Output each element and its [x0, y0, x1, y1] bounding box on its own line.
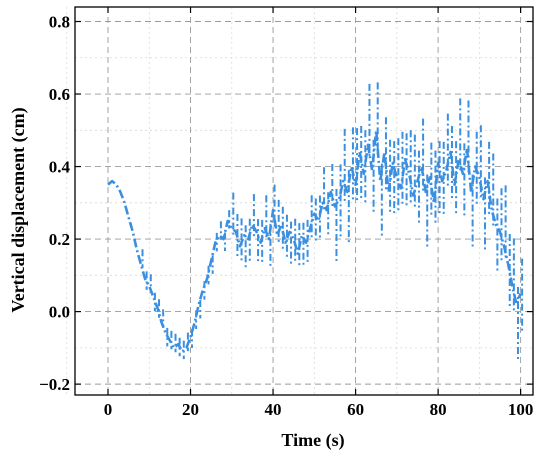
- x-tick-label: 100: [508, 400, 534, 419]
- x-tick-label: 0: [104, 400, 113, 419]
- series-layer: [107, 82, 524, 361]
- y-axis-title: Vertical displacement (cm): [8, 107, 29, 312]
- y-tick-label: 0.4: [49, 158, 71, 177]
- y-tick-label: 0.0: [49, 303, 70, 322]
- y-tick-label: 0.2: [49, 230, 70, 249]
- y-tick-label: 0.6: [49, 85, 70, 104]
- plot-frame: [74, 6, 534, 396]
- major-gridlines: [75, 7, 533, 395]
- x-tick-label: 80: [430, 400, 447, 419]
- axes-frame: [74, 6, 534, 396]
- y-tick-label: −0.2: [39, 375, 70, 394]
- x-tick-label: 20: [182, 400, 199, 419]
- y-tick-label: 0.8: [49, 13, 70, 32]
- x-tick-labels: 0 20 40 60 80 100: [104, 400, 534, 419]
- x-tick-label: 60: [347, 400, 364, 419]
- plot-area: [75, 7, 533, 395]
- x-axis-title: Time (s): [281, 430, 344, 451]
- x-tick-label: 40: [265, 400, 282, 419]
- plot-background: [75, 7, 533, 395]
- axis-ticks: [75, 7, 533, 395]
- y-tick-labels: −0.2 0.0 0.2 0.4 0.6 0.8: [39, 13, 70, 395]
